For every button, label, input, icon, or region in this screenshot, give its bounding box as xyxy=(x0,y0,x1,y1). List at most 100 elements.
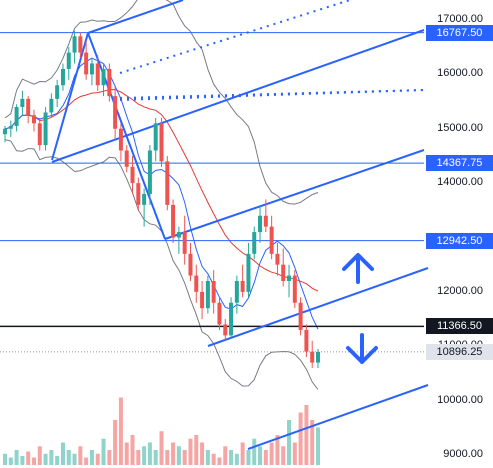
volume-bar xyxy=(78,446,83,465)
candle-body xyxy=(107,68,112,97)
candle-body xyxy=(275,253,280,265)
volume-bar xyxy=(142,446,147,465)
candle-body xyxy=(229,302,234,336)
candle-body xyxy=(118,128,123,151)
candle-body xyxy=(171,204,176,238)
volume-bar xyxy=(281,446,286,465)
candle-body xyxy=(8,126,13,129)
candle-body xyxy=(136,183,141,205)
candle-body xyxy=(78,36,83,53)
candle-body xyxy=(60,68,65,86)
candle-body xyxy=(246,253,251,292)
volume-bar xyxy=(3,453,7,465)
volume-bar xyxy=(72,453,77,465)
candle-body xyxy=(316,351,320,363)
candle-body xyxy=(31,115,36,124)
candle-body xyxy=(281,264,286,281)
spacer xyxy=(120,90,424,100)
volume-bar xyxy=(304,405,309,465)
volume-bar xyxy=(258,446,263,465)
volume-bar xyxy=(182,450,187,465)
candle-body xyxy=(263,215,268,227)
bollinger-upper-band xyxy=(4,0,319,205)
volume-bar xyxy=(124,442,129,465)
candle-body xyxy=(200,291,205,309)
volume-bar xyxy=(287,420,292,465)
volume-bar xyxy=(43,453,48,465)
volume-bar xyxy=(113,420,118,465)
volume-bar xyxy=(275,435,280,465)
volume-bar xyxy=(229,450,234,465)
volume-bar xyxy=(217,457,222,465)
price-tick-label: 17000.00 xyxy=(437,13,483,25)
price-level-tag: 11366.50 xyxy=(426,318,493,335)
candle-body xyxy=(142,194,147,205)
candle-body xyxy=(194,275,199,292)
candlesticks xyxy=(3,30,320,368)
volume-bar xyxy=(159,431,164,465)
volume-bar xyxy=(252,438,257,465)
last-price-tag: 10896.25 xyxy=(426,343,493,360)
volume-bar xyxy=(31,457,36,465)
volume-bar xyxy=(171,442,176,465)
pitchfork-left-edge xyxy=(51,32,89,161)
price-tick-label: 14000.00 xyxy=(437,176,483,189)
volume-bar xyxy=(107,450,112,465)
volume-bar xyxy=(234,453,239,465)
volume-bar xyxy=(95,453,100,465)
candle-body xyxy=(287,275,292,281)
pitchfork-channels xyxy=(51,0,429,450)
price-tick-label: 12000.00 xyxy=(437,284,483,297)
candle-body xyxy=(304,329,309,352)
pitchfork-dotted-upper xyxy=(119,0,351,74)
candle-body xyxy=(66,52,71,69)
candle-body xyxy=(14,107,19,127)
volume-bar xyxy=(101,438,106,465)
volume-bar xyxy=(136,450,141,465)
price-level-tag: 12942.50 xyxy=(426,232,493,249)
candle-body xyxy=(101,68,106,86)
candle-body xyxy=(234,281,239,303)
candle-body xyxy=(26,98,31,116)
candle-body xyxy=(3,128,7,135)
candle-body xyxy=(84,52,89,75)
volume-bar xyxy=(310,420,315,465)
arrow-down-icon xyxy=(346,333,378,364)
volume-bar xyxy=(240,442,245,465)
candle-body xyxy=(37,123,42,146)
channel-lower-upper xyxy=(207,267,429,347)
volume-bar xyxy=(194,435,199,465)
volume-bar xyxy=(14,450,19,465)
moving-average-blue-line xyxy=(4,57,319,330)
candle-body xyxy=(153,123,158,151)
volume-bar xyxy=(205,450,210,465)
volume-bars xyxy=(3,397,320,465)
candle-body xyxy=(43,112,48,146)
arrow-up-icon xyxy=(342,253,374,284)
volume-bar xyxy=(66,450,71,465)
volume-bar xyxy=(147,442,152,465)
volume-bar xyxy=(20,456,25,465)
candle-body xyxy=(130,166,135,184)
candle-body xyxy=(217,302,222,325)
volume-bar xyxy=(292,442,297,465)
indicator-lines xyxy=(4,0,319,390)
candle-body xyxy=(147,150,152,194)
volume-bar xyxy=(84,457,89,465)
price-tick-label: 16000.00 xyxy=(437,67,483,80)
candle-body xyxy=(298,302,303,330)
candle-body xyxy=(182,232,187,254)
volume-bar xyxy=(165,450,170,465)
volume-bar xyxy=(246,450,251,465)
candle-body xyxy=(310,351,315,363)
candle-body xyxy=(240,281,245,292)
direction-arrows xyxy=(342,253,378,364)
channel-lower-bottom xyxy=(247,384,429,450)
volume-bar xyxy=(200,442,205,465)
volume-bar xyxy=(55,456,60,465)
candle-body xyxy=(55,85,60,99)
price-level-tag: 16767.50 xyxy=(426,24,493,41)
volume-bar xyxy=(26,451,31,465)
candle-body xyxy=(113,96,118,129)
